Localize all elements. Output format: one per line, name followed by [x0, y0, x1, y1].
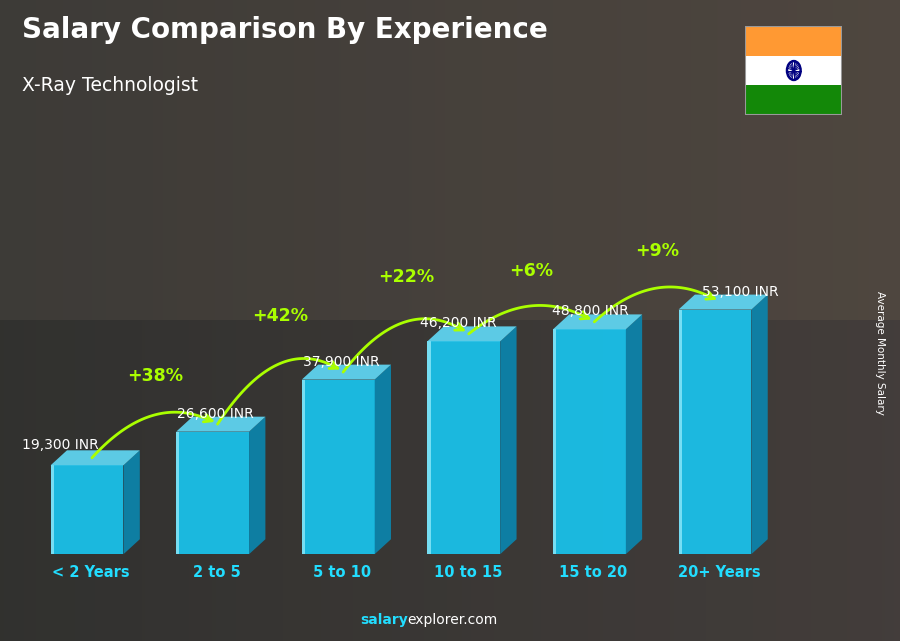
Polygon shape	[176, 431, 179, 554]
Polygon shape	[679, 295, 768, 310]
Text: 5 to 10: 5 to 10	[313, 565, 372, 580]
Circle shape	[793, 69, 795, 72]
Polygon shape	[302, 379, 305, 554]
Bar	[745, 85, 842, 115]
Polygon shape	[249, 417, 266, 554]
Polygon shape	[54, 465, 123, 554]
Text: 15 to 20: 15 to 20	[560, 565, 627, 580]
Polygon shape	[302, 365, 391, 379]
Text: Salary Comparison By Experience: Salary Comparison By Experience	[22, 16, 548, 44]
Polygon shape	[553, 314, 642, 329]
Polygon shape	[50, 451, 140, 465]
Polygon shape	[374, 365, 391, 554]
Polygon shape	[681, 310, 751, 554]
Polygon shape	[428, 342, 430, 554]
Text: < 2 Years: < 2 Years	[52, 565, 130, 580]
Text: +38%: +38%	[127, 367, 183, 385]
Polygon shape	[123, 451, 140, 554]
Polygon shape	[176, 417, 266, 431]
Polygon shape	[428, 326, 517, 342]
Text: 46,200 INR: 46,200 INR	[420, 317, 497, 331]
Text: Average Monthly Salary: Average Monthly Salary	[875, 290, 886, 415]
Text: 2 to 5: 2 to 5	[193, 565, 240, 580]
Polygon shape	[626, 314, 642, 554]
Text: +22%: +22%	[378, 269, 434, 287]
Text: 10 to 15: 10 to 15	[434, 565, 502, 580]
Text: X-Ray Technologist: X-Ray Technologist	[22, 76, 199, 95]
Polygon shape	[500, 326, 517, 554]
Polygon shape	[305, 379, 374, 554]
Text: 53,100 INR: 53,100 INR	[702, 285, 779, 299]
Text: +42%: +42%	[252, 306, 309, 324]
Text: 19,300 INR: 19,300 INR	[22, 438, 98, 452]
Text: 48,800 INR: 48,800 INR	[552, 304, 628, 319]
Text: salary: salary	[360, 613, 408, 627]
Text: 20+ Years: 20+ Years	[678, 565, 760, 580]
Bar	[745, 56, 842, 85]
Text: 37,900 INR: 37,900 INR	[303, 354, 380, 369]
Polygon shape	[430, 342, 500, 554]
Text: +6%: +6%	[509, 262, 554, 279]
Text: explorer.com: explorer.com	[408, 613, 498, 627]
Polygon shape	[553, 329, 556, 554]
Polygon shape	[50, 465, 54, 554]
Text: +9%: +9%	[635, 242, 680, 260]
Text: 26,600 INR: 26,600 INR	[177, 407, 254, 420]
Bar	[745, 26, 842, 56]
Polygon shape	[179, 431, 249, 554]
Polygon shape	[556, 329, 626, 554]
Polygon shape	[679, 310, 681, 554]
Polygon shape	[752, 295, 768, 554]
